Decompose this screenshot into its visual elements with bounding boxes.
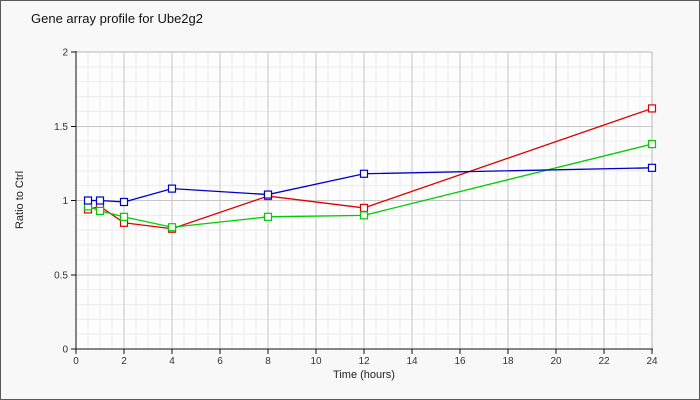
marker-green bbox=[95, 206, 105, 215]
marker-blue bbox=[83, 196, 93, 205]
x-tick-label: 0 bbox=[73, 356, 79, 367]
y-tick-label: 0.5 bbox=[54, 270, 68, 281]
x-axis-label: Time (hours) bbox=[333, 369, 395, 381]
x-tick-label: 14 bbox=[406, 356, 418, 367]
marker-red bbox=[359, 203, 369, 213]
marker-green bbox=[119, 212, 129, 221]
marker-blue bbox=[167, 184, 177, 193]
y-tick-label: 1.5 bbox=[54, 122, 68, 133]
marker-blue bbox=[95, 196, 105, 205]
x-tick-label: 8 bbox=[265, 356, 271, 367]
marker-green bbox=[263, 212, 273, 221]
marker-green bbox=[647, 139, 657, 149]
x-tick-label: 24 bbox=[646, 356, 658, 367]
x-tick-label: 4 bbox=[169, 356, 175, 367]
x-tick-label: 22 bbox=[598, 356, 610, 367]
y-tick-label: 0 bbox=[62, 345, 68, 356]
y-tick-label: 2 bbox=[62, 48, 68, 59]
x-tick-label: 6 bbox=[217, 356, 223, 367]
marker-blue bbox=[119, 197, 129, 207]
marker-red bbox=[647, 104, 657, 113]
marker-blue bbox=[647, 163, 657, 172]
x-tick-label: 10 bbox=[310, 356, 322, 367]
x-tick-label: 16 bbox=[454, 356, 466, 367]
marker-green bbox=[359, 211, 369, 220]
x-tick-label: 20 bbox=[550, 356, 562, 367]
marker-green bbox=[167, 223, 177, 232]
x-tick-label: 12 bbox=[358, 356, 370, 367]
chart-title: Gene array profile for Ube2g2 bbox=[31, 11, 203, 26]
marker-blue bbox=[359, 169, 369, 178]
marker-blue bbox=[263, 190, 273, 199]
x-tick-label: 2 bbox=[121, 356, 127, 367]
x-tick-label: 18 bbox=[502, 356, 514, 367]
y-tick-label: 1 bbox=[62, 196, 68, 207]
